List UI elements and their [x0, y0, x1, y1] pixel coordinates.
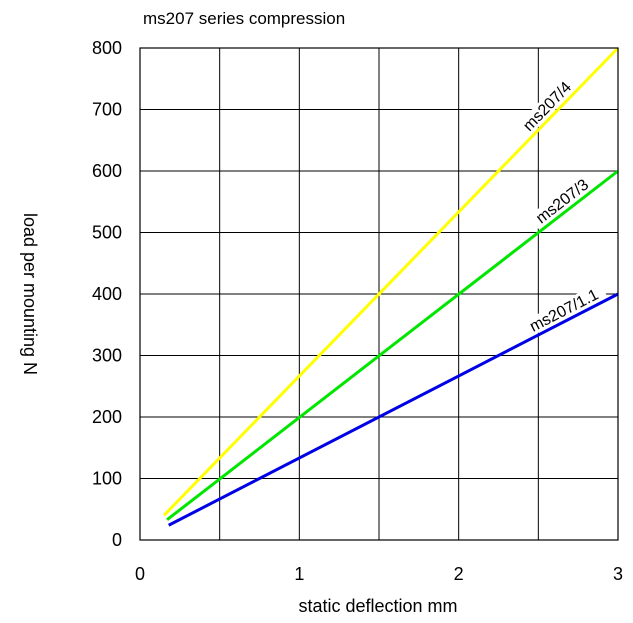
y-tick-label: 400 — [92, 284, 122, 304]
series-line-2 — [166, 169, 619, 521]
x-tick-label: 3 — [613, 564, 623, 584]
chart-title: ms207 series compression — [143, 9, 345, 28]
plot-border — [139, 47, 619, 541]
series-label: ms207/4 — [520, 79, 575, 135]
series-line-1 — [162, 46, 620, 517]
series-label: ms207/3 — [533, 176, 592, 227]
series-line-3 — [167, 292, 619, 527]
y-tick-label: 100 — [92, 469, 122, 489]
y-tick-label: 200 — [92, 407, 122, 427]
y-tick-label: 500 — [92, 223, 122, 243]
x-axis-title: static deflection mm — [298, 596, 457, 616]
y-tick-label: 800 — [92, 38, 122, 58]
series-label-background — [528, 172, 596, 230]
y-tick-label: 0 — [112, 530, 122, 550]
x-tick-label: 2 — [454, 564, 464, 584]
x-tick-labels: 0 1 2 3 — [135, 564, 623, 584]
y-tick-label: 700 — [92, 100, 122, 120]
y-axis-title: load per mounting N — [20, 213, 40, 375]
series-label-background — [516, 74, 578, 138]
series-label-group: ms207/1.1 — [520, 282, 608, 339]
y-tick-label: 600 — [92, 161, 122, 181]
series-lines — [162, 46, 620, 527]
x-tick-label: 1 — [294, 564, 304, 584]
y-tick-labels: 0 100 200 300 400 500 600 700 800 — [92, 38, 122, 550]
y-tick-label: 300 — [92, 346, 122, 366]
series-label-group: ms207/4 — [516, 74, 578, 138]
series-labels: ms207/4 ms207/3 ms207/1.1 — [516, 74, 608, 339]
series-label-background — [520, 282, 608, 339]
x-tick-label: 0 — [135, 564, 145, 584]
